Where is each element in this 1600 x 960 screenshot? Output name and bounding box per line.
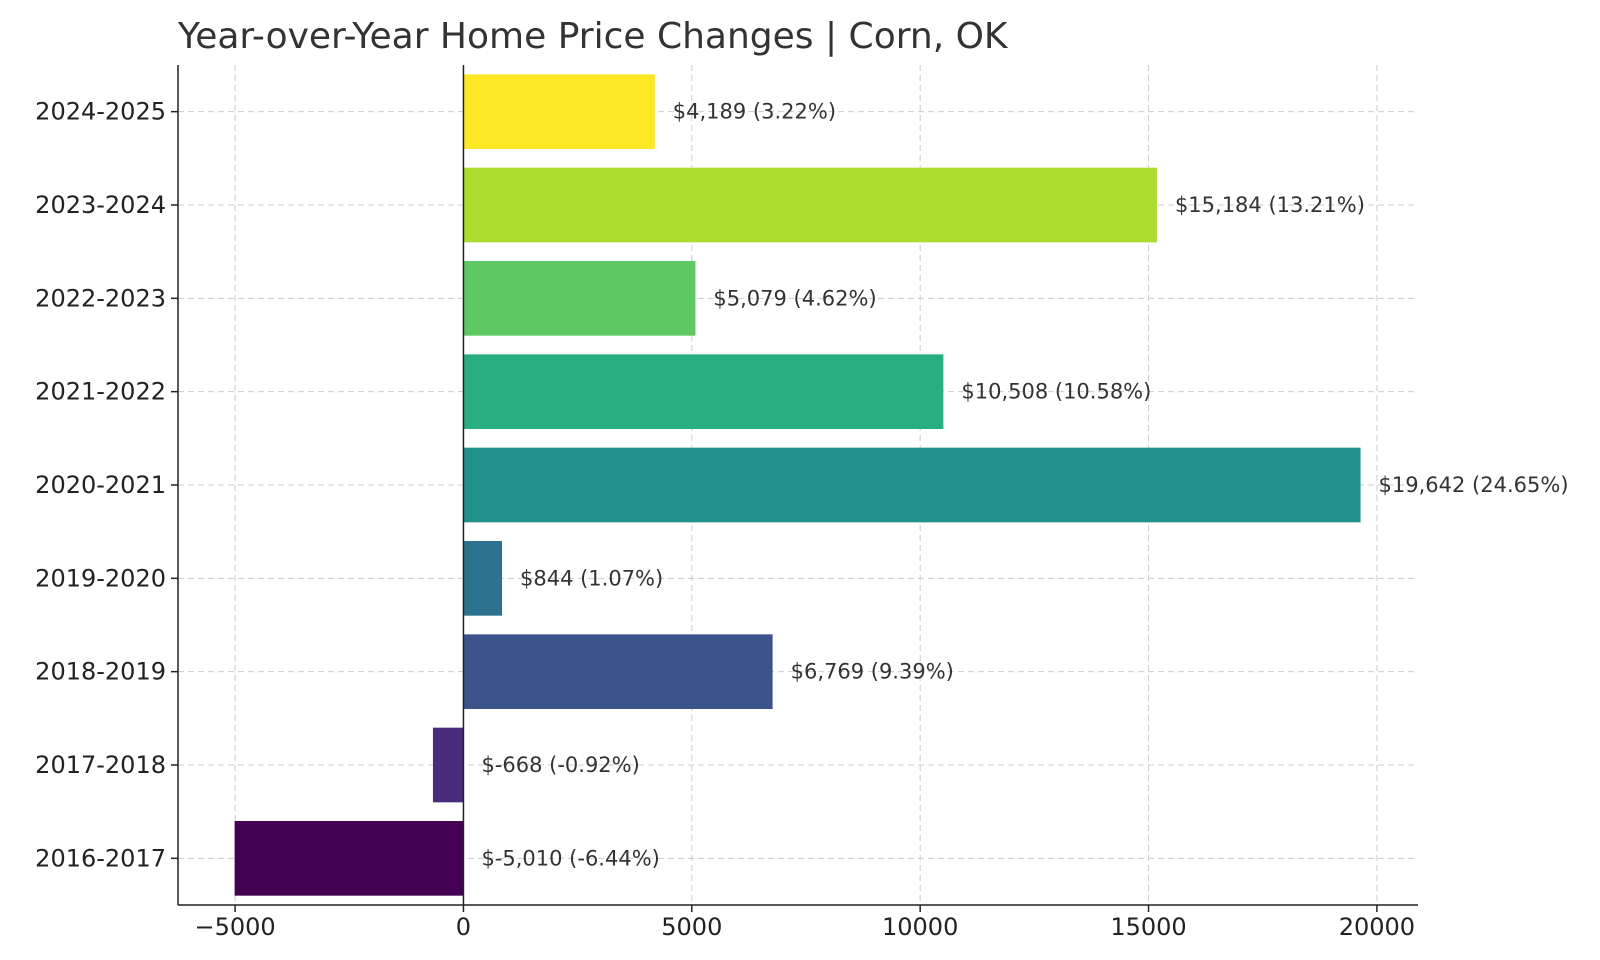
data-label: $844 (1.07%) bbox=[520, 566, 663, 590]
y-tick-label: 2022-2023 bbox=[35, 284, 166, 312]
data-label: $-5,010 (-6.44%) bbox=[481, 846, 659, 870]
bar-2019-2020 bbox=[463, 541, 502, 616]
x-tick-label: 0 bbox=[456, 913, 471, 941]
data-label: $5,079 (4.62%) bbox=[713, 286, 876, 310]
x-tick-label: 10000 bbox=[882, 913, 958, 941]
data-label: $6,769 (9.39%) bbox=[791, 660, 954, 684]
data-labels: $-5,010 (-6.44%) $-668 (-0.92%) $6,769 (9.… bbox=[481, 100, 1568, 871]
y-tick-label: 2017-2018 bbox=[35, 751, 166, 779]
bar-2016-2017 bbox=[234, 821, 464, 896]
y-tick-label: 2023-2024 bbox=[35, 191, 166, 219]
bar-2020-2021 bbox=[463, 447, 1361, 523]
y-tick-label: 2019-2020 bbox=[35, 564, 166, 592]
bars bbox=[234, 74, 1361, 896]
x-tick-label: 5000 bbox=[661, 913, 722, 941]
data-label: $19,642 (24.65%) bbox=[1379, 473, 1569, 497]
y-tick-label: 2021-2022 bbox=[35, 378, 166, 406]
data-label: $15,184 (13.21%) bbox=[1175, 193, 1365, 217]
bar-2022-2023 bbox=[463, 261, 696, 336]
axes: −5000 0 5000 10000 15000 20000 2016-2017 2017-2… bbox=[35, 65, 1418, 941]
x-tick-label: 15000 bbox=[1110, 913, 1186, 941]
bar-2023-2024 bbox=[463, 167, 1157, 243]
x-tick-label: 20000 bbox=[1339, 913, 1415, 941]
x-tick-label: −5000 bbox=[194, 913, 275, 941]
data-label: $-668 (-0.92%) bbox=[481, 753, 639, 777]
data-label: $4,189 (3.22%) bbox=[673, 100, 836, 124]
y-tick-label: 2018-2019 bbox=[35, 658, 166, 686]
bar-2021-2022 bbox=[463, 354, 944, 429]
bar-2024-2025 bbox=[463, 74, 655, 149]
y-tick-label: 2024-2025 bbox=[35, 98, 166, 126]
chart-title: Year-over-Year Home Price Changes | Corn… bbox=[178, 16, 1008, 57]
data-label: $10,508 (10.58%) bbox=[961, 380, 1151, 404]
y-tick-label: 2020-2021 bbox=[35, 471, 166, 499]
bar-2018-2019 bbox=[463, 634, 773, 709]
y-tick-label: 2016-2017 bbox=[35, 844, 166, 872]
bar-2017-2018 bbox=[432, 727, 464, 803]
